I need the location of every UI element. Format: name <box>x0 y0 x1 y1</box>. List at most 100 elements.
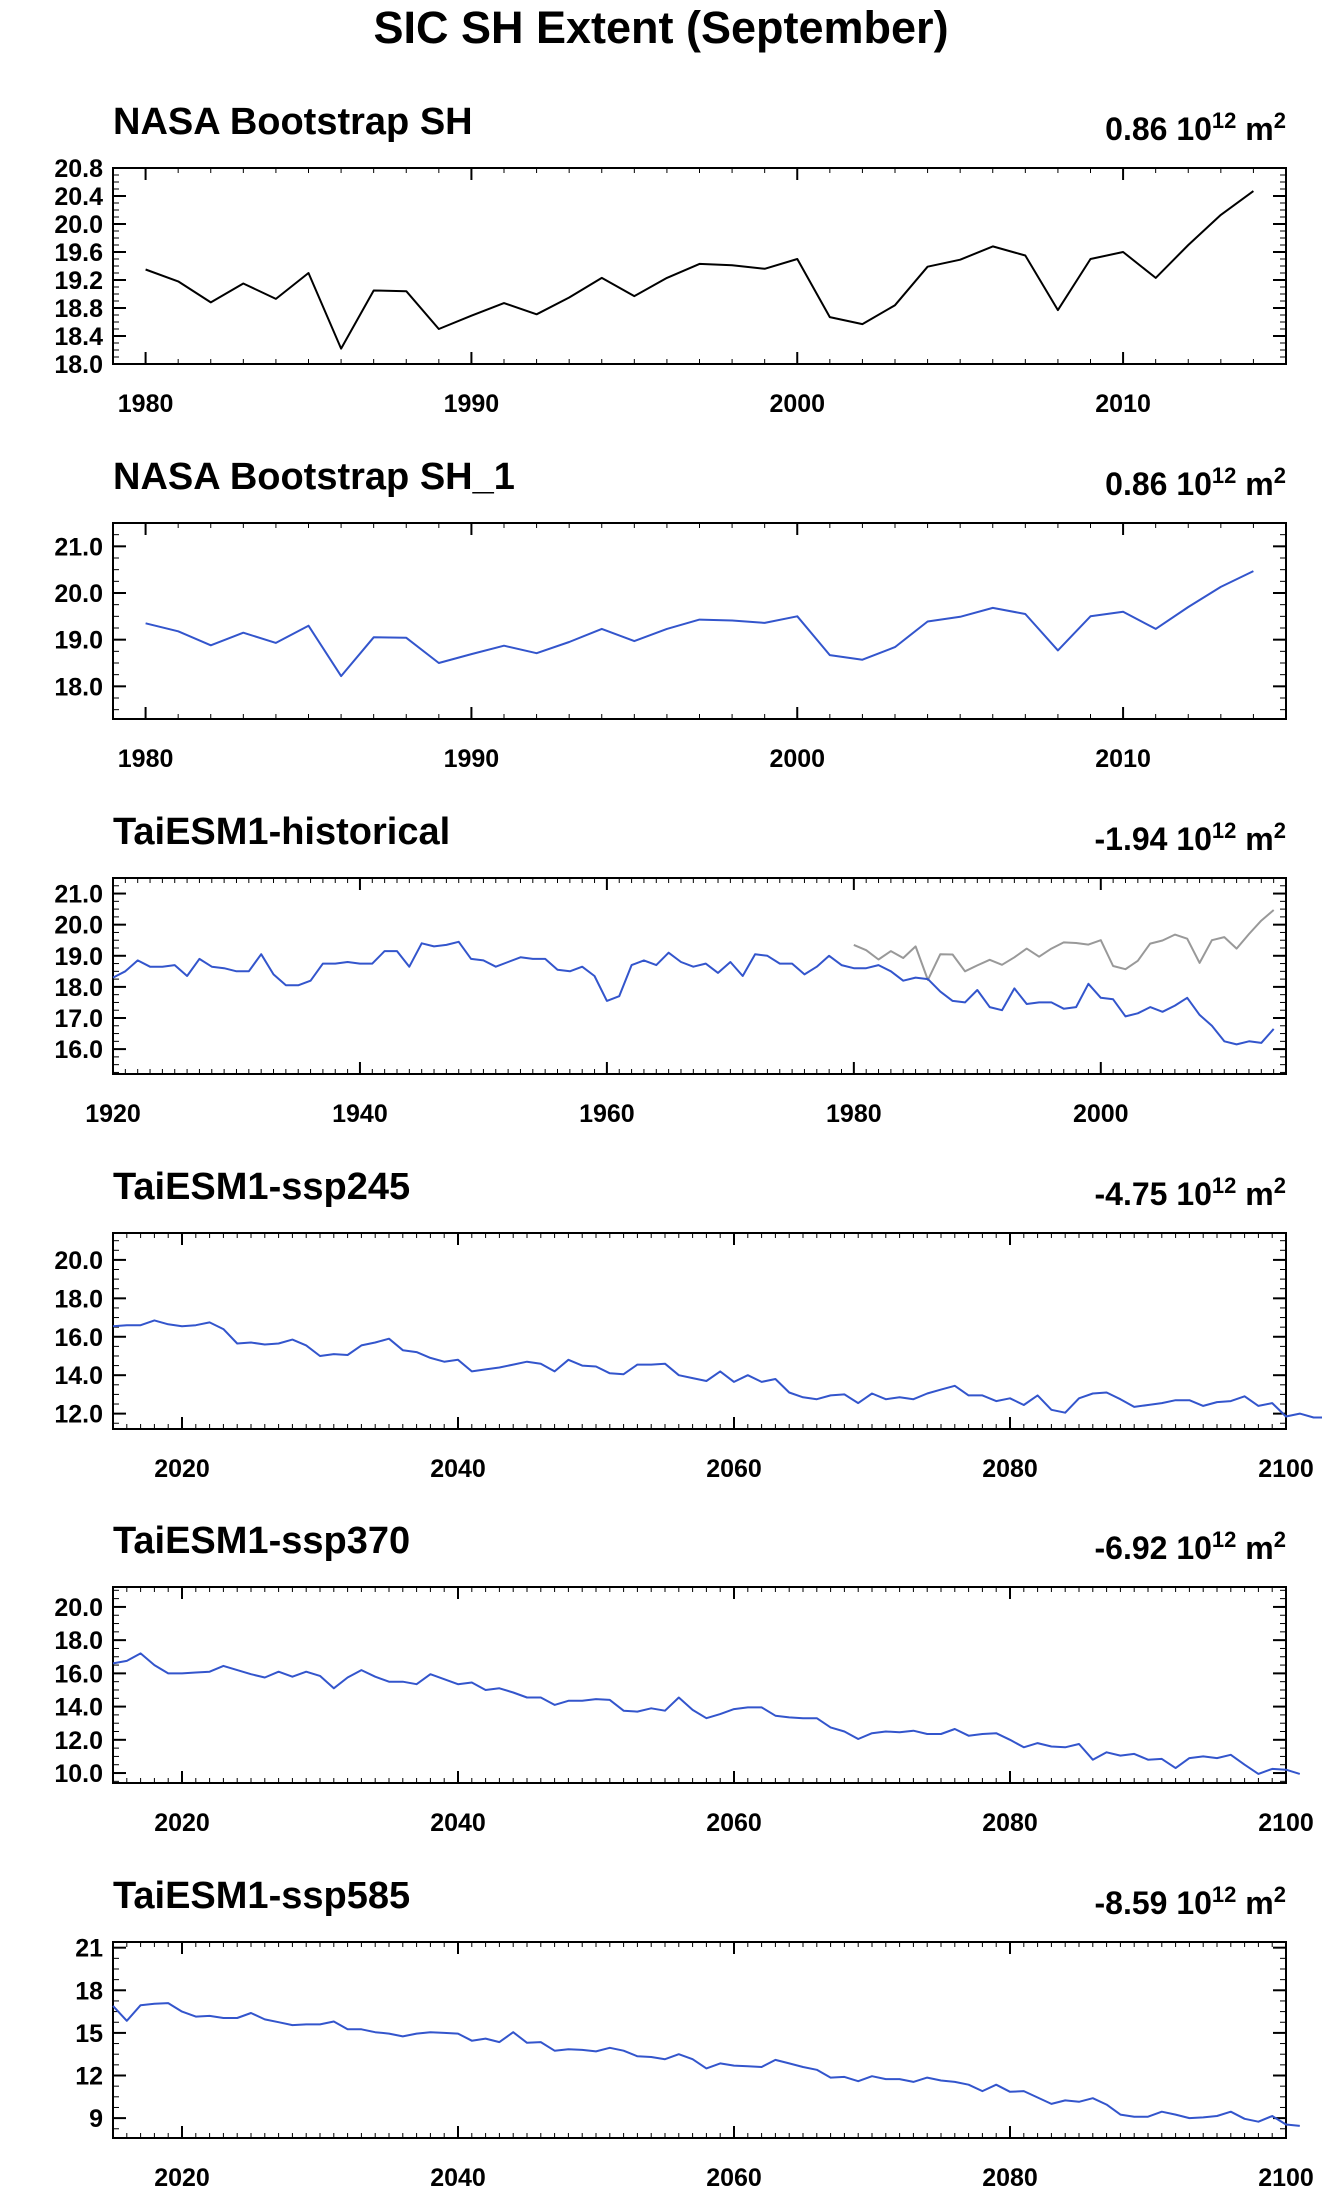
x-tick-label: 2010 <box>1095 745 1151 773</box>
x-tick-label: 2020 <box>154 1455 210 1483</box>
y-tick-label: 20.8 <box>54 155 103 183</box>
y-tick-label: 21.0 <box>54 533 103 561</box>
value-exponent: 12 <box>1212 1527 1236 1552</box>
y-tick-label: 15 <box>75 2020 103 2048</box>
y-tick-label: 12 <box>75 2063 103 2091</box>
x-tick-label: 2020 <box>154 1809 210 1837</box>
value-number: -8.59 10 <box>1095 1885 1212 1921</box>
x-tick-label: 2000 <box>769 745 825 773</box>
x-tick-label: 2040 <box>430 1809 486 1837</box>
y-tick-label: 19.0 <box>54 943 103 971</box>
x-tick-label: 2080 <box>982 1809 1038 1837</box>
value-number: -1.94 10 <box>1095 821 1212 857</box>
panel-value: -4.75 1012 m2 <box>1095 1173 1287 1212</box>
y-tick-label: 20.0 <box>54 211 103 239</box>
y-tick-label: 18.0 <box>54 1627 103 1655</box>
y-tick-label: 18.8 <box>54 295 103 323</box>
x-tick-label: 2000 <box>769 390 825 418</box>
series-line <box>112 940 1275 1046</box>
y-tick-label: 20.0 <box>54 1247 103 1275</box>
x-tick-label: 2100 <box>1258 2164 1314 2192</box>
x-tick-label: 1980 <box>118 390 174 418</box>
panel-title: TaiESM1-ssp245 <box>113 1166 410 1208</box>
plot-frame <box>112 1586 1287 1784</box>
x-tick-label: 1990 <box>444 745 500 773</box>
panel-title: TaiESM1-ssp370 <box>113 1520 410 1562</box>
x-tick-label: 2100 <box>1258 1809 1314 1837</box>
x-tick-label: 2060 <box>706 1809 762 1837</box>
chart-panel-4: TaiESM1-ssp245 -4.75 1012 m2 2020 2040 2060 2… <box>54 1166 1322 1483</box>
panel-title: TaiESM1-ssp585 <box>113 1875 410 1917</box>
value-exponent: 12 <box>1212 463 1236 488</box>
series-line <box>112 1319 1322 1419</box>
panel-value: 0.86 1012 m2 <box>1105 463 1286 502</box>
panel-title: NASA Bootstrap SH <box>113 101 473 143</box>
value-number: -6.92 10 <box>1095 1530 1212 1566</box>
x-tick-label: 2100 <box>1258 1455 1314 1483</box>
y-tick-label: 18.0 <box>54 974 103 1002</box>
chart-panel-5: TaiESM1-ssp370 -6.92 1012 m2 2020 2040 2060 2… <box>54 1520 1313 1837</box>
value-unit: m <box>1236 1176 1273 1212</box>
series-line <box>112 2002 1300 2127</box>
y-tick-label: 14.0 <box>54 1694 103 1722</box>
y-tick-label: 18 <box>75 1977 103 2005</box>
y-tick-label: 18.0 <box>54 351 103 379</box>
plot-frame <box>112 167 1287 365</box>
y-tick-label: 19.6 <box>54 239 103 267</box>
panel-value: -8.59 1012 m2 <box>1095 1882 1287 1921</box>
y-tick-label: 21.0 <box>54 881 103 909</box>
x-tick-label: 1960 <box>579 1100 635 1128</box>
chart-panel-3: TaiESM1-historical -1.94 1012 m2 1920 1940 1… <box>54 811 1287 1128</box>
x-tick-label: 2040 <box>430 2164 486 2192</box>
x-tick-label: 1920 <box>85 1100 141 1128</box>
value-unit-exponent: 2 <box>1274 1527 1286 1552</box>
x-tick-label: 2020 <box>154 2164 210 2192</box>
panel-value: -1.94 1012 m2 <box>1095 818 1287 857</box>
value-unit-exponent: 2 <box>1274 108 1286 133</box>
plot-frame <box>112 522 1287 720</box>
plot-frame <box>112 1232 1287 1430</box>
x-tick-label: 2000 <box>1073 1100 1129 1128</box>
y-tick-label: 10.0 <box>54 1760 103 1788</box>
panel-value: 0.86 1012 m2 <box>1105 108 1286 147</box>
y-tick-label: 18.0 <box>54 1285 103 1313</box>
value-unit: m <box>1236 1530 1273 1566</box>
y-tick-label: 12.0 <box>54 1727 103 1755</box>
value-number: 0.86 10 <box>1105 466 1212 502</box>
panel-title: TaiESM1-historical <box>113 811 450 853</box>
x-tick-label: 2080 <box>982 2164 1038 2192</box>
value-unit: m <box>1236 821 1273 857</box>
value-exponent: 12 <box>1212 108 1236 133</box>
y-tick-label: 20.0 <box>54 912 103 940</box>
x-tick-label: 1980 <box>826 1100 882 1128</box>
x-tick-label: 2040 <box>430 1455 486 1483</box>
main-title: SIC SH Extent (September) <box>373 2 949 53</box>
series-line <box>145 570 1254 678</box>
y-tick-label: 16.0 <box>54 1324 103 1352</box>
y-tick-label: 16.0 <box>54 1660 103 1688</box>
y-tick-label: 12.0 <box>54 1401 103 1429</box>
x-tick-label: 1990 <box>444 390 500 418</box>
series-line <box>853 909 1275 981</box>
y-tick-label: 20.4 <box>54 183 103 211</box>
series-line <box>145 190 1254 350</box>
x-tick-label: 2080 <box>982 1455 1038 1483</box>
chart-panel-6: TaiESM1-ssp585 -8.59 1012 m2 2020 2040 2060 2… <box>75 1875 1314 2192</box>
y-tick-label: 19.2 <box>54 267 103 295</box>
value-unit: m <box>1236 111 1273 147</box>
y-tick-label: 20.0 <box>54 1594 103 1622</box>
y-tick-label: 18.4 <box>54 323 103 351</box>
y-tick-label: 19.0 <box>54 627 103 655</box>
value-number: 0.86 10 <box>1105 111 1212 147</box>
chart-panel-1: NASA Bootstrap SH 0.86 1012 m2 1980 1990 200… <box>54 101 1287 418</box>
x-tick-label: 2060 <box>706 2164 762 2192</box>
x-tick-label: 1940 <box>332 1100 388 1128</box>
panel-value: -6.92 1012 m2 <box>1095 1527 1287 1566</box>
y-tick-label: 21 <box>75 1935 103 1963</box>
value-unit: m <box>1236 1885 1273 1921</box>
y-tick-label: 18.0 <box>54 673 103 701</box>
value-unit-exponent: 2 <box>1274 1173 1286 1198</box>
value-number: -4.75 10 <box>1095 1176 1212 1212</box>
y-tick-label: 9 <box>89 2105 103 2133</box>
